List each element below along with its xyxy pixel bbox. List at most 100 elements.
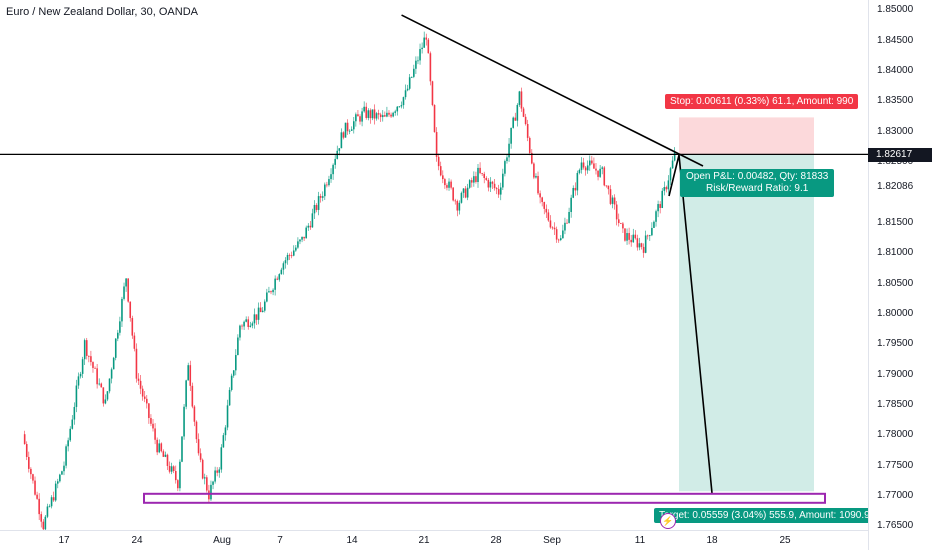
candle-body <box>431 81 434 106</box>
candle-body <box>502 173 504 188</box>
candle-body <box>460 192 463 203</box>
candle-body <box>655 211 657 222</box>
candle-body <box>52 497 55 501</box>
candle-body <box>373 109 376 119</box>
candle-body <box>185 380 187 407</box>
candle-body <box>365 106 368 118</box>
candle-body <box>613 197 616 205</box>
candle-body <box>624 228 626 241</box>
candle-body <box>384 115 386 117</box>
candle-body <box>299 239 301 242</box>
candle-body <box>369 110 372 119</box>
candle-body <box>425 37 428 40</box>
candle-body <box>90 356 92 363</box>
candle-body <box>340 132 343 149</box>
chart-area[interactable] <box>0 0 868 530</box>
candle-body <box>620 223 622 224</box>
time-tick: Sep <box>543 535 561 546</box>
candle-body <box>261 310 264 313</box>
stop-label: Stop: 0.00611 (0.33%) 61.1, Amount: 990 <box>665 94 859 109</box>
lightning-bolt-icon[interactable]: ⚡ <box>660 513 676 529</box>
candle-body <box>516 104 519 121</box>
candle-body <box>32 474 34 481</box>
candle-body <box>508 143 510 158</box>
candle-body <box>321 196 324 198</box>
candle-body <box>535 175 537 178</box>
candle-body <box>427 39 430 54</box>
candle-body <box>495 188 498 190</box>
candle-body <box>547 212 550 221</box>
candle-body <box>274 278 276 290</box>
candle-body <box>88 355 90 357</box>
candle-body <box>661 190 664 208</box>
candle-body <box>170 466 173 472</box>
candle-body <box>663 187 666 191</box>
candle-body <box>284 260 287 264</box>
candle-body <box>334 158 336 165</box>
candle-body <box>63 465 65 472</box>
candle-body <box>119 321 121 333</box>
target-zone <box>679 154 814 492</box>
candle-body <box>102 387 105 404</box>
candle-body <box>653 221 655 228</box>
candle-body <box>263 301 266 311</box>
candle-body <box>560 238 562 240</box>
candle-body <box>659 204 661 208</box>
candle-body <box>114 338 117 358</box>
candle-body <box>584 167 587 171</box>
candle-body <box>235 355 237 371</box>
candle-body <box>48 506 51 508</box>
candle-body <box>506 157 508 162</box>
candle-body <box>183 406 185 437</box>
candle-body <box>483 173 486 179</box>
candle-body <box>477 167 479 183</box>
candle-body <box>371 109 374 119</box>
candle-body <box>566 222 568 224</box>
candle-body <box>326 184 328 186</box>
price-tick: 1.85000 <box>877 4 914 15</box>
candle-body <box>239 325 241 338</box>
candle-body <box>522 108 525 117</box>
candle-body <box>377 113 380 115</box>
candle-body <box>241 325 243 327</box>
candle-body <box>442 175 444 180</box>
pnl-line-1: Open P&L: 0.00482, Qty: 81833 <box>686 171 829 182</box>
candle-body <box>123 286 125 299</box>
candle-body <box>518 91 521 105</box>
candle-body <box>141 388 144 397</box>
candle-body <box>595 168 597 171</box>
candle-body <box>179 461 181 489</box>
candle-body <box>40 514 43 522</box>
time-tick: 14 <box>346 535 358 546</box>
price-axis[interactable]: 1.85000 1.84500 1.84000 1.83500 1.83000 … <box>868 0 932 550</box>
candle-body <box>309 225 312 228</box>
candle-body <box>497 189 500 195</box>
candle-body <box>551 227 554 229</box>
candle-body <box>381 115 384 118</box>
support-zone-box <box>143 492 826 504</box>
candle-body <box>582 162 585 168</box>
symbol-title: Euro / New Zealand Dollar, 30, OANDA <box>6 6 198 18</box>
candle-body <box>92 362 94 368</box>
candle-body <box>435 132 438 157</box>
candle-body <box>112 357 115 370</box>
candle-body <box>177 480 179 489</box>
candle-body <box>475 176 477 183</box>
candle-body <box>317 196 320 210</box>
candle-body <box>528 137 531 153</box>
candle-body <box>348 130 351 132</box>
candle-body <box>313 204 316 214</box>
time-axis[interactable]: 17 24 Aug 7 14 21 28 Sep 11 18 25 <box>0 530 868 551</box>
candle-body <box>429 53 432 82</box>
candle-body <box>42 521 45 530</box>
price-chart[interactable] <box>0 0 868 530</box>
candle-body <box>588 160 591 166</box>
candle-body <box>628 233 630 240</box>
candle-body <box>468 180 471 188</box>
candle-body <box>216 470 218 473</box>
candle-body <box>96 368 98 385</box>
candle-body <box>249 325 252 327</box>
candle-body <box>245 319 247 322</box>
candle-body <box>106 391 109 400</box>
candle-body <box>392 112 394 117</box>
